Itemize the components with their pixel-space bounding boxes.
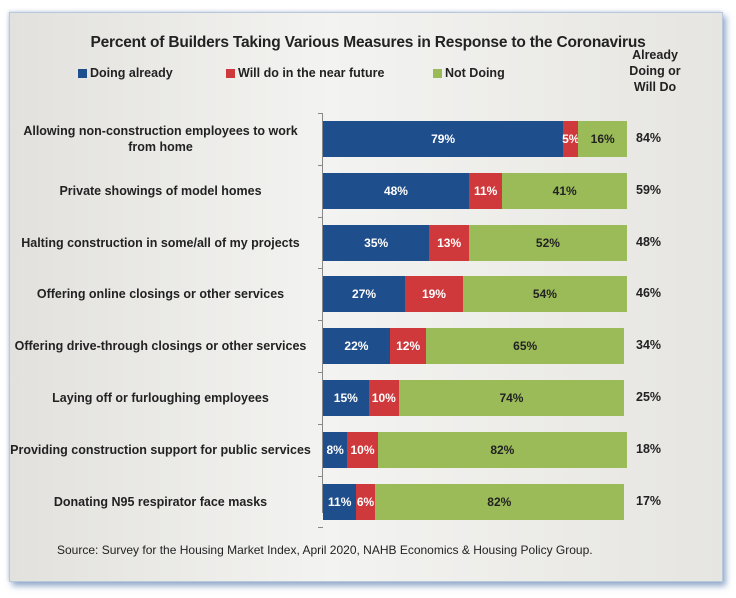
- data-label: 79%: [431, 131, 456, 146]
- axis-tick: [318, 268, 323, 270]
- data-label: 41%: [552, 183, 577, 198]
- chart-title: Percent of Builders Taking Various Measu…: [90, 34, 646, 51]
- bar-doing-already: 48%: [323, 172, 469, 209]
- total-label: 48%: [636, 234, 662, 249]
- data-label: 19%: [421, 287, 446, 302]
- data-label: 22%: [344, 339, 369, 354]
- category-label: Allowing non-construction employees to w…: [23, 123, 298, 154]
- data-label: 5%: [562, 131, 580, 146]
- total-label: 18%: [636, 441, 662, 456]
- bar-doing-already: 22%: [323, 328, 390, 365]
- data-label: 52%: [535, 235, 560, 250]
- data-label: 13%: [437, 235, 462, 250]
- legend-swatch: [226, 68, 235, 78]
- axis-tick: [318, 372, 323, 373]
- data-label: 82%: [490, 442, 515, 457]
- data-label: 10%: [371, 390, 396, 405]
- legend-swatch: [433, 68, 442, 78]
- bar-will-do-in-the-near-future: 11%: [468, 172, 503, 209]
- legend-item-1: Will do in the near future: [226, 66, 384, 80]
- legend-swatch: [78, 68, 87, 78]
- bar-doing-already: 27%: [323, 276, 406, 313]
- axis-tick: [318, 527, 323, 529]
- data-label: 10%: [350, 442, 375, 457]
- bar-doing-already: 35%: [323, 224, 430, 261]
- total-label: 84%: [636, 130, 662, 145]
- bar-not-doing: 52%: [468, 224, 627, 261]
- bar-will-do-in-the-near-future: 19%: [405, 276, 463, 313]
- data-label: 82%: [487, 494, 512, 509]
- bar-doing-already: 8%: [323, 431, 348, 468]
- category-label: Offering drive-through closings or other…: [14, 339, 307, 354]
- bar-not-doing: 74%: [399, 379, 624, 416]
- axis-tick: [318, 113, 323, 114]
- data-label: 8%: [326, 442, 344, 457]
- bar-not-doing: 54%: [462, 276, 627, 313]
- bar-not-doing: 16%: [578, 120, 627, 157]
- axis-tick: [318, 164, 323, 166]
- bar-will-do-in-the-near-future: 12%: [389, 328, 427, 365]
- bar-will-do-in-the-near-future: 5%: [562, 120, 580, 157]
- category-axis: [322, 113, 323, 513]
- bar-will-do-in-the-near-future: 10%: [368, 379, 399, 416]
- bar-doing-already: 11%: [323, 483, 357, 520]
- axis-tick: [318, 423, 323, 425]
- legend-label: Doing already: [90, 66, 173, 80]
- data-label: 11%: [473, 183, 498, 198]
- data-label: 65%: [513, 339, 538, 354]
- legend-item-0: Doing already: [78, 66, 173, 80]
- data-label: 54%: [532, 287, 557, 302]
- bar-not-doing: 82%: [377, 431, 627, 468]
- data-label: 35%: [364, 235, 389, 250]
- bar-not-doing: 65%: [426, 328, 624, 365]
- legend-item-2: Not Doing: [433, 66, 505, 80]
- axis-tick: [318, 320, 323, 322]
- category-label: Halting construction in some/all of my p…: [21, 235, 300, 250]
- category-label: Donating N95 respirator face masks: [53, 494, 268, 509]
- total-label: 17%: [636, 493, 662, 508]
- axis-tick: [318, 216, 323, 218]
- bar-doing-already: 15%: [323, 379, 369, 416]
- bar-will-do-in-the-near-future: 6%: [356, 483, 375, 520]
- category-label: Private showings of model homes: [59, 183, 262, 198]
- data-label: 16%: [590, 131, 615, 146]
- total-label: 46%: [636, 286, 662, 301]
- data-label: 11%: [328, 494, 352, 509]
- bar-doing-already: 79%: [323, 120, 564, 157]
- category-label: Providing construction support for publi…: [10, 442, 311, 457]
- data-label: 48%: [383, 183, 408, 198]
- category-label: Offering online closings or other servic…: [36, 287, 285, 302]
- bar-will-do-in-the-near-future: 10%: [347, 431, 378, 468]
- total-label: 59%: [636, 182, 662, 197]
- legend-label: Will do in the near future: [238, 66, 385, 80]
- total-label: 25%: [636, 389, 662, 404]
- bar-will-do-in-the-near-future: 13%: [429, 224, 469, 261]
- bar-not-doing: 82%: [374, 483, 624, 520]
- legend-label: Not Doing: [445, 66, 505, 80]
- axis-tick: [318, 475, 323, 477]
- source-note: Source: Survey for the Housing Market In…: [57, 543, 593, 557]
- data-label: 74%: [499, 390, 524, 405]
- data-label: 15%: [333, 390, 358, 405]
- right-column-header: Already Doing or Will Do: [629, 48, 681, 94]
- bar-not-doing: 41%: [502, 172, 627, 209]
- data-label: 27%: [352, 287, 377, 302]
- data-label: 6%: [356, 494, 375, 509]
- category-label: Laying off or furloughing employees: [52, 390, 269, 405]
- data-label: 12%: [396, 339, 421, 354]
- total-label: 34%: [636, 338, 662, 353]
